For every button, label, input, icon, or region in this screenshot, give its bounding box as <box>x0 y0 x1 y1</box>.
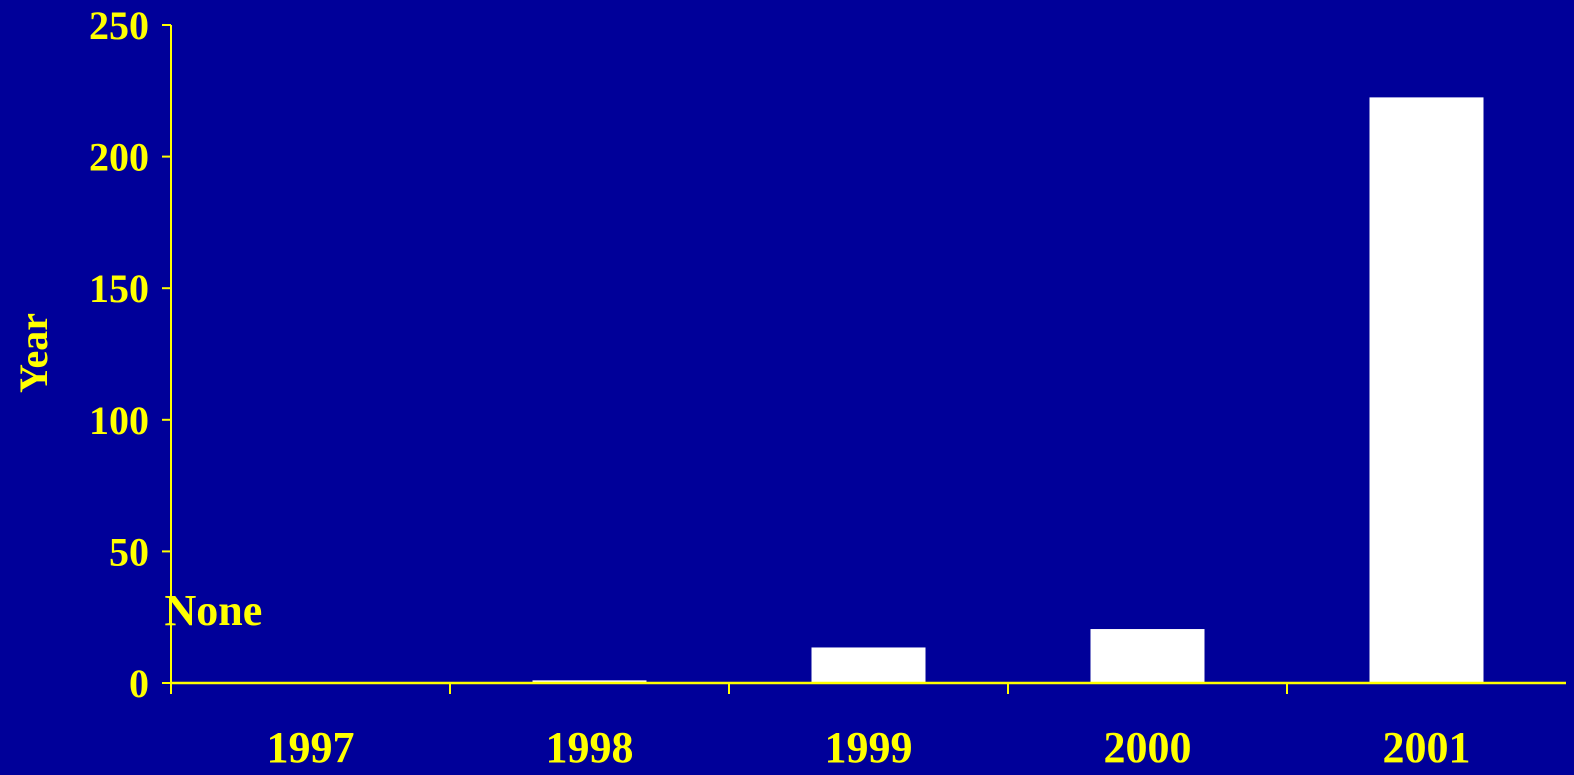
y-tick-label-50: 50 <box>109 529 149 574</box>
bar-1998 <box>532 680 647 683</box>
annotation-none: None <box>165 586 263 635</box>
bar-2000 <box>1090 629 1205 683</box>
bar-2001 <box>1369 97 1484 683</box>
y-tick-label-200: 200 <box>89 135 149 180</box>
y-axis-label: Year <box>11 313 56 393</box>
y-tick-label-100: 100 <box>89 398 149 443</box>
x-tick-label-1997: 1997 <box>267 723 355 770</box>
y-tick-label-250: 250 <box>89 3 149 48</box>
x-tick-label-1998: 1998 <box>546 723 634 770</box>
bar-1999 <box>811 647 926 683</box>
x-tick-label-2000: 2000 <box>1104 723 1192 770</box>
x-tick-label-2001: 2001 <box>1383 723 1471 770</box>
y-tick-label-150: 150 <box>89 266 149 311</box>
x-tick-label-1999: 1999 <box>825 723 913 770</box>
y-tick-label-0: 0 <box>129 661 149 706</box>
